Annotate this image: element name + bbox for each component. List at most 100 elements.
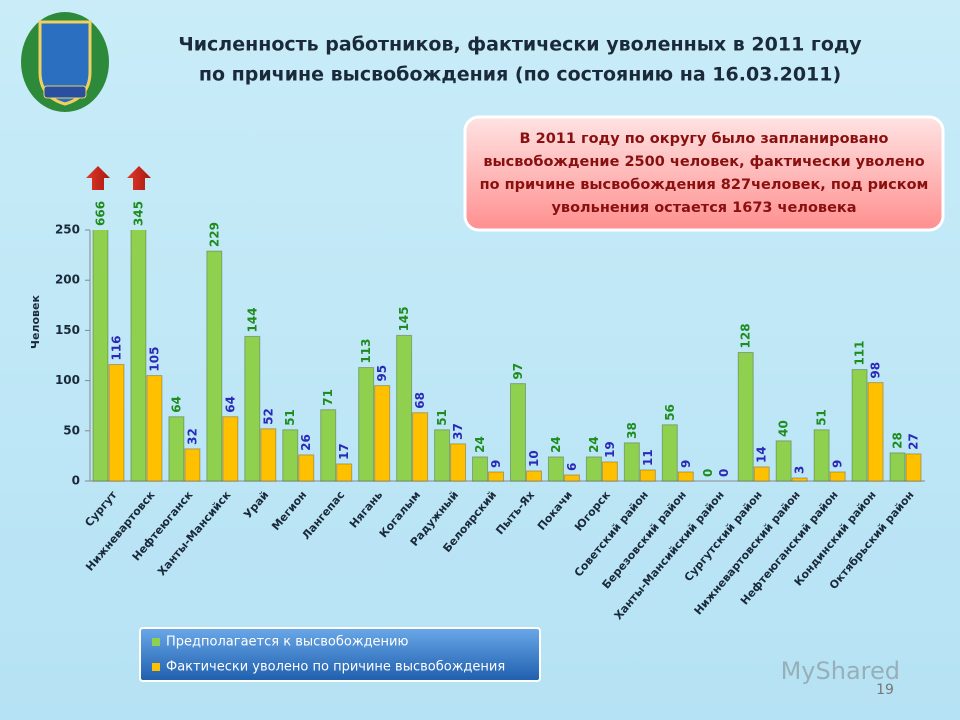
data-label: 9 [489, 460, 503, 468]
bar [260, 428, 277, 482]
bar [434, 429, 451, 482]
y-tick-label: 250 [55, 223, 80, 237]
data-label: 3 [793, 466, 807, 474]
legend-label: Фактически уволено по причине высвобожде… [166, 660, 505, 675]
data-label: 28 [891, 432, 905, 449]
data-label: 105 [147, 347, 161, 372]
data-label: 113 [359, 338, 373, 363]
data-label: 24 [549, 436, 563, 453]
bar [282, 429, 299, 482]
bar [661, 424, 678, 482]
bar [639, 469, 656, 482]
callout: В 2011 году по округу было запланировано… [480, 131, 929, 216]
data-label: 68 [413, 392, 427, 409]
data-label: 95 [375, 365, 389, 382]
data-label: 10 [527, 450, 541, 467]
bar [130, 230, 147, 482]
bar [396, 334, 413, 482]
y-axis-label: Человек [29, 295, 42, 349]
overflow-arrow [127, 166, 151, 190]
data-label: 24 [587, 436, 601, 453]
bar [547, 456, 564, 482]
bar [737, 351, 754, 482]
data-label: 37 [451, 423, 465, 440]
bar [358, 367, 375, 482]
page-number: 19 [876, 682, 894, 698]
data-label: 97 [511, 363, 525, 380]
data-label: 9 [679, 460, 693, 468]
bar [677, 471, 694, 482]
bar [623, 442, 640, 482]
bar [184, 448, 201, 482]
data-label: 32 [185, 428, 199, 445]
bar [320, 409, 337, 482]
bar [108, 364, 125, 482]
bar [222, 416, 239, 482]
bar [525, 470, 542, 482]
bar [298, 454, 315, 482]
title: Численность работников, фактически уволе… [178, 34, 862, 56]
bar [92, 230, 109, 482]
data-label: 51 [435, 409, 449, 426]
legend-swatch [152, 638, 160, 646]
emblem [21, 12, 109, 112]
data-label: 71 [321, 389, 335, 406]
overflow-arrow [86, 166, 110, 190]
data-label: 6 [565, 463, 579, 471]
data-label: 40 [777, 420, 791, 437]
data-label: 24 [473, 436, 487, 453]
data-label: 17 [337, 443, 351, 460]
bar [791, 477, 808, 482]
bar [563, 474, 580, 482]
callout-line: увольнения остается 1673 человека [551, 200, 856, 216]
bar [206, 250, 223, 482]
bar [775, 440, 792, 482]
y-tick-label: 100 [55, 373, 80, 387]
bar [472, 456, 489, 482]
bar [374, 385, 391, 482]
data-label: 38 [625, 422, 639, 439]
bar [336, 463, 353, 482]
bar [753, 466, 770, 482]
data-label: 51 [283, 409, 297, 426]
data-label: 19 [603, 441, 617, 458]
bar [412, 412, 429, 482]
bar [867, 382, 884, 482]
bar [851, 369, 868, 482]
data-label: 26 [299, 434, 313, 451]
data-label: 0 [701, 469, 715, 477]
data-label: 128 [739, 323, 753, 348]
bar [488, 471, 505, 482]
bar [450, 443, 467, 482]
legend-box [139, 627, 541, 682]
data-label: 0 [717, 469, 731, 477]
data-label: 116 [109, 335, 123, 360]
bar [829, 471, 846, 482]
watermark: MyShared [781, 657, 900, 685]
bar [601, 461, 618, 482]
bar [585, 456, 602, 482]
data-label: 51 [815, 409, 829, 426]
legend-label: Предполагается к высвобождению [166, 635, 408, 650]
title: по причине высвобождения (по состоянию н… [199, 64, 841, 86]
callout-line: по причине высвобождения 827человек, под… [480, 177, 929, 193]
callout-box [463, 115, 945, 232]
bar [813, 429, 830, 482]
data-label: 56 [663, 404, 677, 421]
y-tick-label: 200 [55, 273, 80, 287]
callout-line: В 2011 году по округу было запланировано [520, 131, 889, 147]
bar [509, 383, 526, 482]
data-label: 52 [261, 408, 275, 425]
legend-swatch [152, 663, 160, 671]
bar [168, 416, 185, 482]
data-label: 64 [169, 396, 183, 413]
data-label: 111 [853, 340, 867, 365]
data-label: 666 [93, 201, 107, 226]
plot-area [92, 230, 922, 482]
bar [146, 375, 163, 482]
data-label: 27 [907, 433, 921, 450]
callout-line: высвобождение 2500 человек, фактически у… [483, 154, 924, 170]
bar [244, 335, 261, 482]
data-label: 98 [869, 362, 883, 379]
